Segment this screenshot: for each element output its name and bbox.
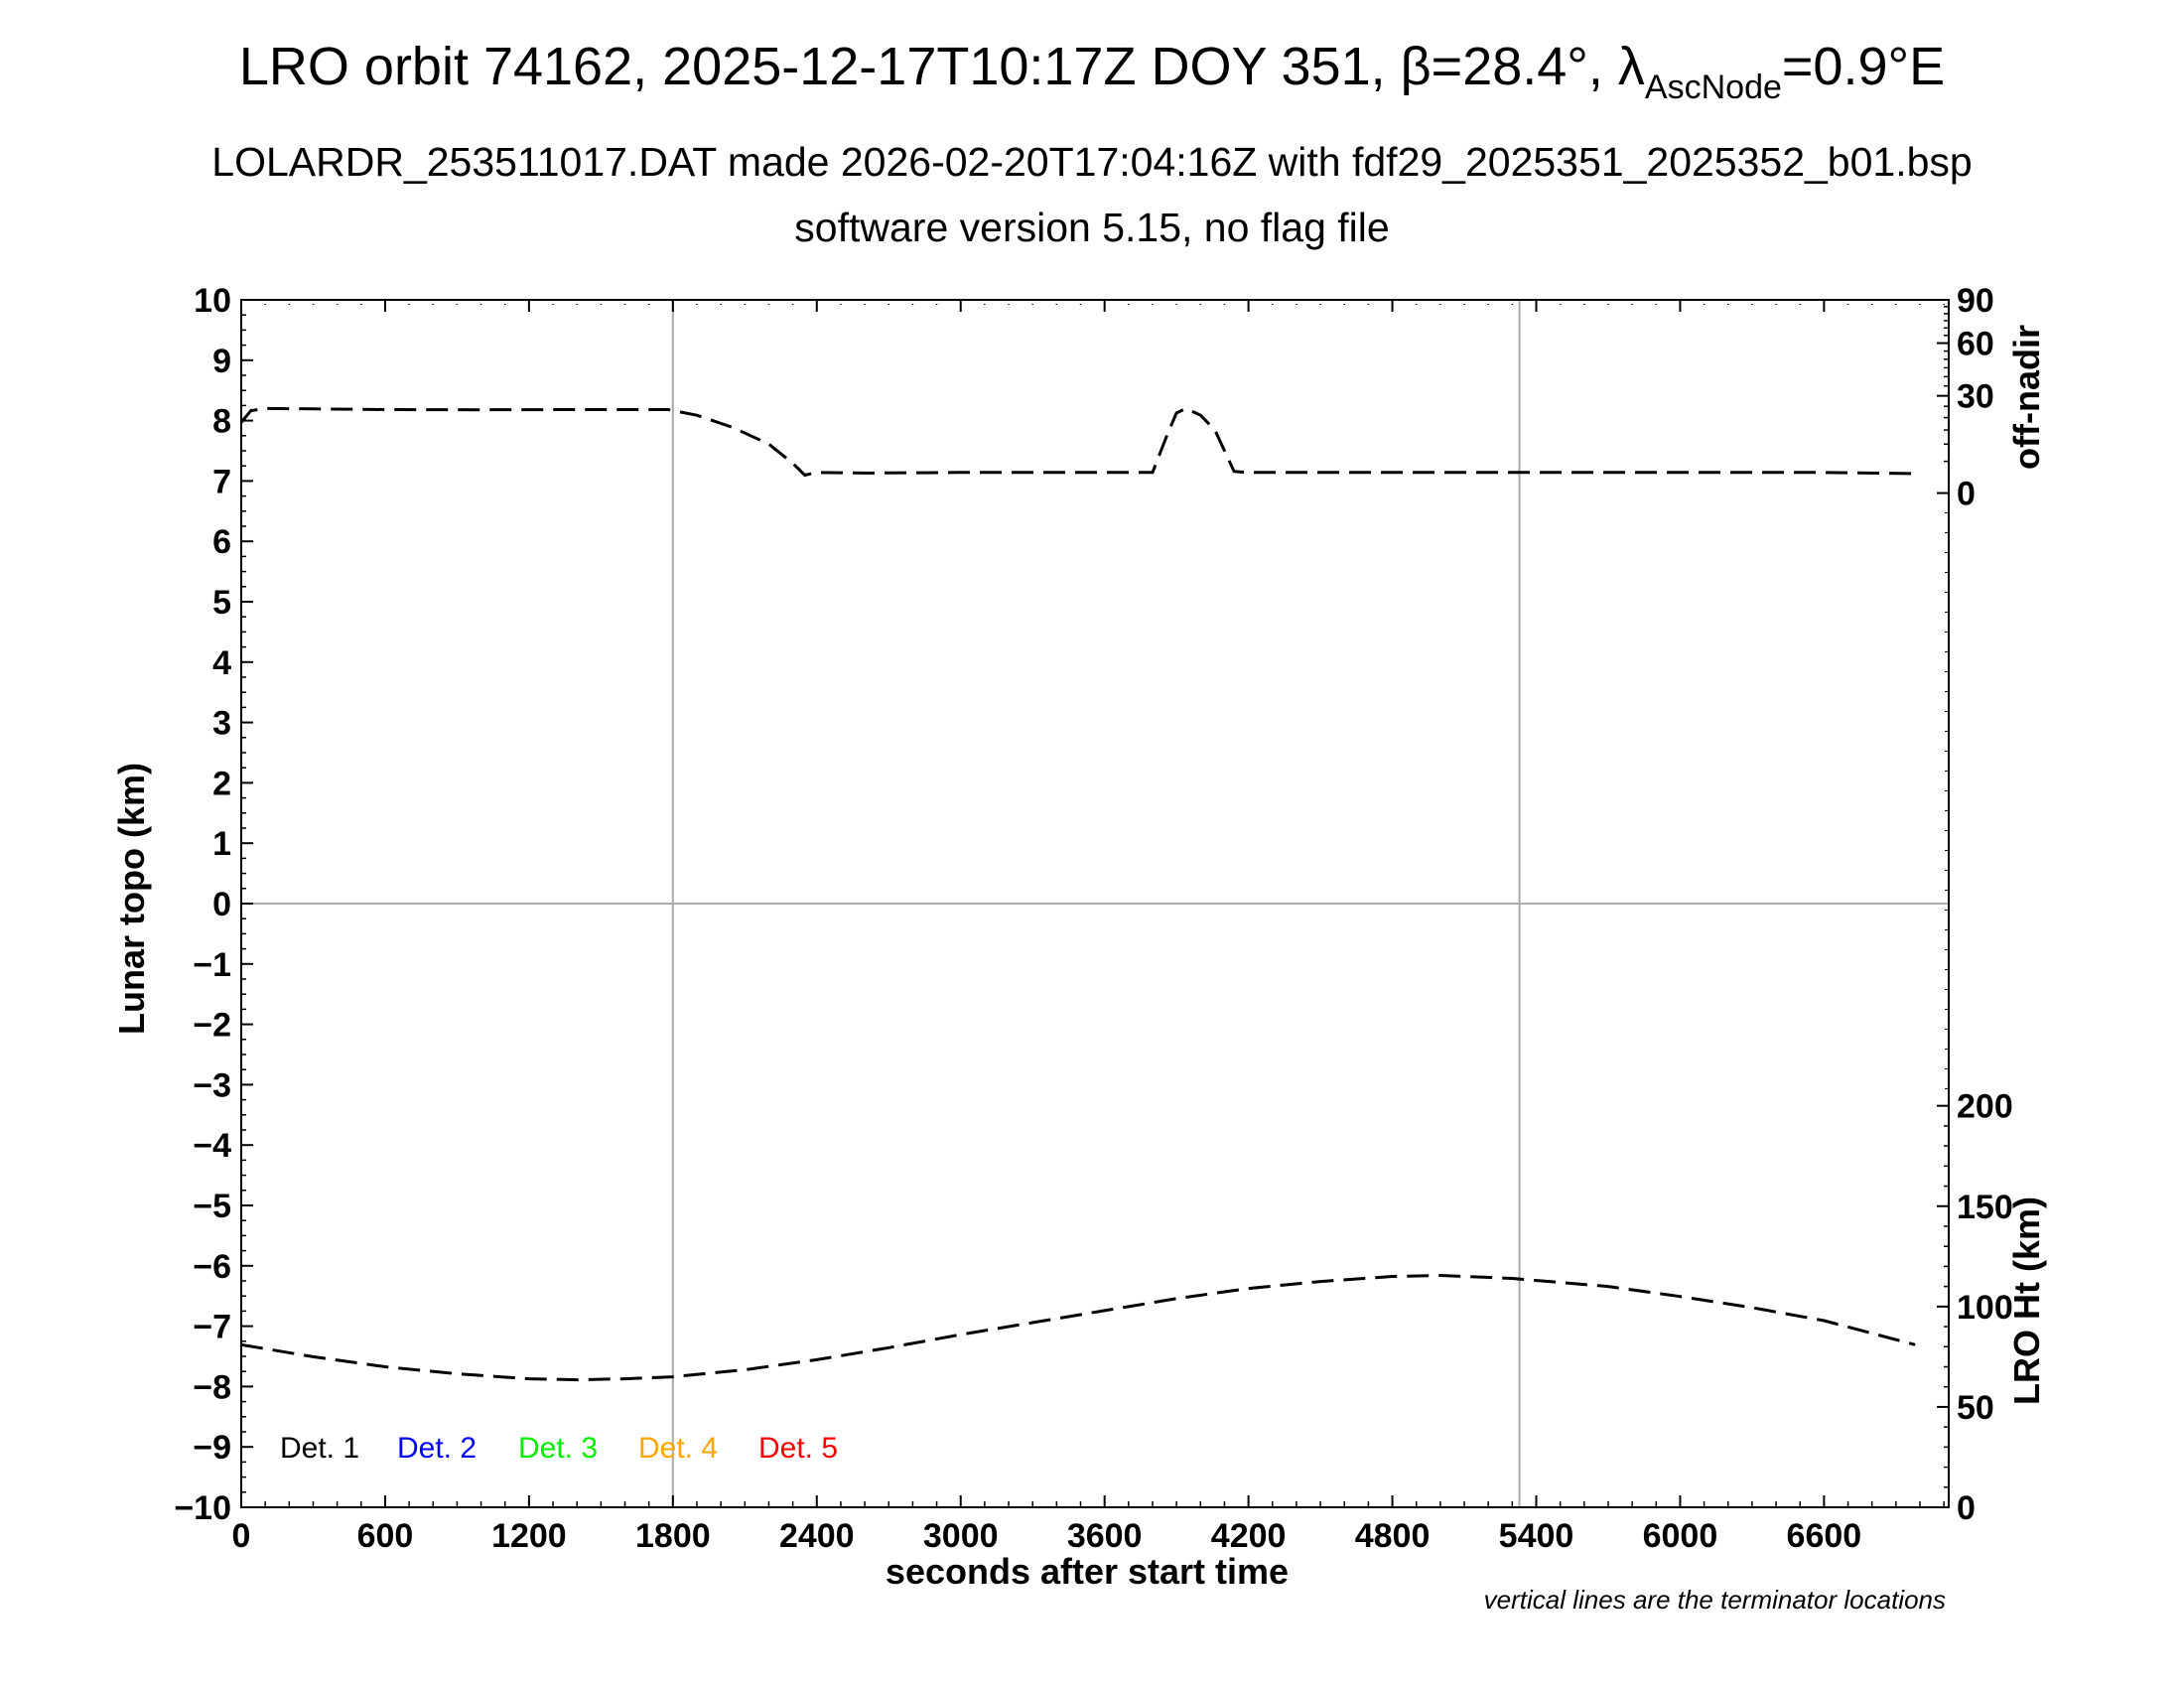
y-tick-label: 9: [212, 343, 231, 380]
x-tick-label: 6000: [1643, 1517, 1718, 1555]
x-tick-label: 1200: [491, 1517, 567, 1555]
y-tick-label: 2: [212, 765, 231, 802]
y-axis-label-right-bottom: LRO Ht (km): [2006, 1196, 2047, 1405]
y-tick-label: 0: [212, 886, 231, 923]
lro-ht-tick-label: 100: [1957, 1289, 2013, 1327]
off-nadir-tick-label: 90: [1957, 282, 1994, 320]
x-tick-label: 2400: [779, 1517, 855, 1555]
y-tick-label: −2: [193, 1007, 231, 1045]
y-tick-label: −5: [193, 1188, 231, 1225]
y-tick-label: −10: [174, 1489, 231, 1527]
y-tick-label: 3: [212, 705, 231, 743]
x-tick-label: 3600: [1067, 1517, 1143, 1555]
y-axis-label-left: Lunar topo (km): [111, 763, 152, 1035]
y-tick-label: 7: [212, 463, 231, 500]
x-axis-label: seconds after start time: [886, 1551, 1289, 1592]
x-tick-label: 1800: [635, 1517, 711, 1555]
y-tick-label: −8: [193, 1368, 231, 1406]
y-tick-label: −4: [193, 1127, 231, 1165]
axis-ticks: [240, 299, 1949, 1508]
axis-tick-labels: 0 600 1200 1800 2400 3000 3600 4200 4800 5400 6000…: [174, 282, 2012, 1555]
lro-ht-tick-label: 0: [1957, 1489, 1976, 1527]
y-tick-label: 1: [212, 825, 231, 863]
y-tick-label: −3: [193, 1066, 231, 1104]
x-tick-label: 6600: [1787, 1517, 1862, 1555]
lro-ht-tick-label: 50: [1957, 1389, 1994, 1427]
chart-title: LRO orbit 74162, 2025-12-17T10:17Z DOY 3…: [239, 37, 1945, 106]
x-tick-label: 4800: [1355, 1517, 1431, 1555]
y-tick-label: −7: [193, 1309, 231, 1346]
chart-subtitle-file: LOLARDR_253511017.DAT made 2026-02-20T17…: [211, 139, 1972, 185]
legend: Det. 1 Det. 2 Det. 3 Det. 4 Det. 5: [280, 1432, 838, 1465]
y-tick-label: 4: [212, 644, 231, 682]
lro-ht-tick-label: 150: [1957, 1189, 2013, 1226]
legend-entry: Det. 3: [518, 1432, 598, 1465]
y-tick-label: 10: [194, 282, 231, 320]
off-nadir-tick-label: 30: [1957, 378, 1994, 416]
y-tick-label: 5: [212, 584, 231, 622]
off-nadir-tick-label: 60: [1957, 326, 1994, 363]
x-tick-label: 5400: [1499, 1517, 1574, 1555]
x-tick-label: 0: [232, 1517, 251, 1555]
legend-entry: Det. 2: [397, 1432, 477, 1465]
x-tick-label: 3000: [923, 1517, 999, 1555]
off-nadir-tick-label: 0: [1957, 476, 1976, 513]
y-tick-label: 8: [212, 403, 231, 441]
y-tick-label: −6: [193, 1248, 231, 1286]
off-nadir-series-line: [239, 406, 1916, 477]
y-tick-label: 6: [212, 523, 231, 561]
legend-entry: Det. 5: [758, 1432, 838, 1465]
lro-ht-tick-label: 200: [1957, 1088, 2013, 1126]
lro-height-series-line: [240, 1274, 1916, 1382]
legend-entry: Det. 1: [280, 1432, 359, 1465]
y-tick-label: −9: [193, 1429, 231, 1467]
chart-subtitle-software: software version 5.15, no flag file: [794, 205, 1389, 250]
chart-grid: [241, 300, 1949, 1507]
series-layer: [239, 406, 1916, 1382]
legend-entry: Det. 4: [638, 1432, 718, 1465]
x-tick-label: 600: [357, 1517, 414, 1555]
x-tick-label: 4200: [1211, 1517, 1287, 1555]
y-axis-label-right-top: off-nadir: [2006, 325, 2047, 470]
y-tick-label: −1: [193, 946, 231, 984]
footnote: vertical lines are the terminator locati…: [1484, 1585, 1946, 1615]
